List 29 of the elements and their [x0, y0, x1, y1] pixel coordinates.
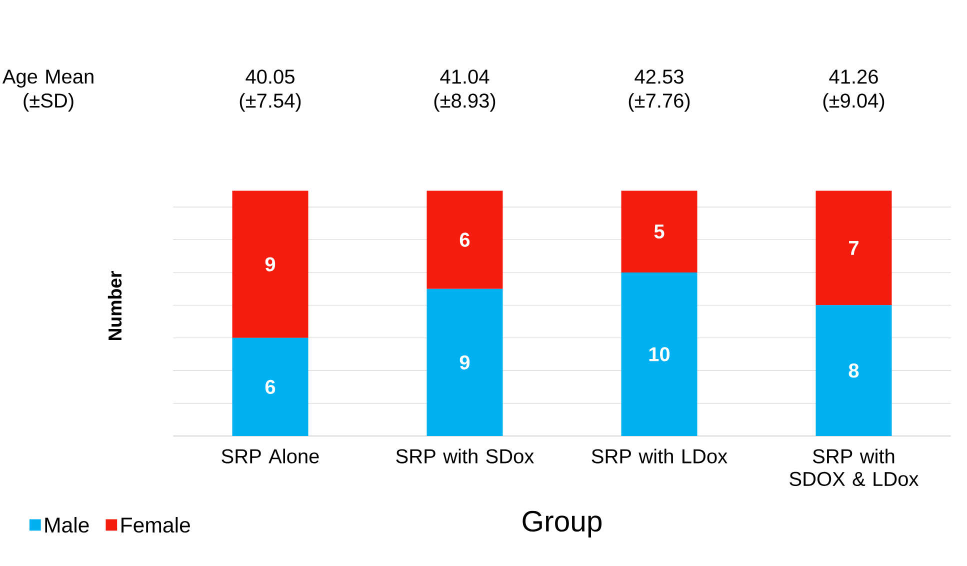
legend-label: Female	[122, 516, 190, 533]
text: 41.04 (±8.93)	[434, 70, 496, 112]
text: 42.53 (±7.76)	[628, 70, 690, 112]
bar	[232, 338, 308, 436]
bar	[621, 272, 698, 436]
x-tick-label: SRP with LDox	[592, 448, 728, 464]
x-tick-label: SRP Alone	[222, 448, 319, 464]
data-label: 8	[848, 363, 859, 378]
text: 40.05 (±7.54)	[240, 70, 301, 112]
bar	[232, 190, 308, 338]
bar	[621, 190, 698, 272]
data-label: 6	[265, 380, 276, 394]
bar	[426, 288, 503, 436]
bar	[426, 190, 503, 289]
data-label: 9	[265, 257, 276, 272]
x-tick-label: SRP with SDOX & LDox	[790, 448, 919, 486]
data-label: 9	[460, 355, 470, 370]
data-label: 6	[460, 232, 470, 247]
bar	[816, 190, 892, 306]
text: Age Mean (±SD)	[2, 70, 94, 112]
legend-label: Male	[45, 516, 89, 533]
x-tick-label: SRP with SDox	[396, 448, 534, 464]
data-label: 7	[849, 241, 858, 255]
data-label: 10	[649, 347, 670, 362]
y-axis-title: Number	[108, 271, 122, 340]
bar	[816, 305, 892, 436]
text: 41.26 (±9.04)	[823, 70, 884, 112]
x-axis-title: Group	[522, 510, 602, 538]
data-label: 5	[654, 224, 664, 239]
